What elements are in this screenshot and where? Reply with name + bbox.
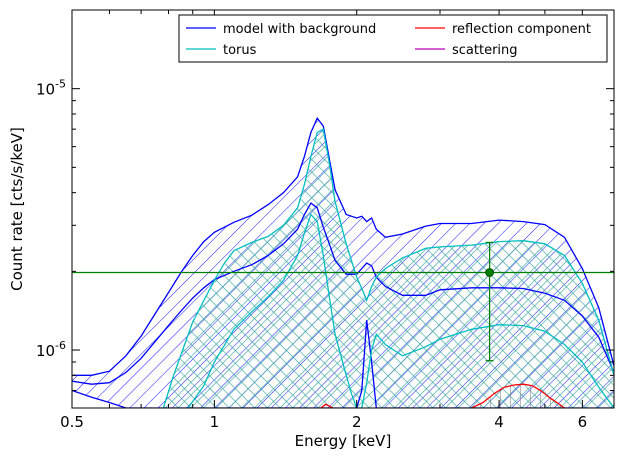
torus-band-fill [163, 129, 614, 408]
model-median-line [72, 202, 614, 385]
model-upper-line [72, 117, 614, 376]
x-tick-label: 0.5 [60, 413, 84, 431]
y-tick-label: 10-5 [36, 78, 66, 99]
data-point [485, 268, 495, 277]
x-tick-label: 6 [578, 413, 588, 431]
reflection-band-fill [471, 384, 565, 408]
x-tick-label: 2 [352, 413, 362, 431]
legend-label-model: model with background [223, 22, 376, 37]
plot-area [72, 117, 614, 408]
reflection-line [471, 383, 565, 408]
plot-frame [71, 9, 615, 409]
legend-label-reflection: reflection component [452, 22, 591, 37]
y-tick-label: 10-6 [36, 339, 66, 360]
legend: model with background reflection compone… [178, 14, 608, 63]
x-tick-label: 4 [494, 413, 504, 431]
legend-label-torus: torus [223, 43, 257, 58]
x-tick-label: 1 [210, 413, 220, 431]
legend-label-scattering: scattering [452, 43, 518, 58]
axis-ticks: 0.5 1 2 4 6 10-6 10-5 [36, 10, 614, 431]
x-axis-label: Energy [keV] [295, 432, 392, 450]
legend-box [178, 14, 608, 63]
y-axis-label: Count rate [cts/s/keV] [8, 127, 26, 291]
reflection-feature-line [320, 403, 334, 408]
torus-median-line [187, 213, 614, 408]
torus-upper-line [162, 128, 614, 408]
